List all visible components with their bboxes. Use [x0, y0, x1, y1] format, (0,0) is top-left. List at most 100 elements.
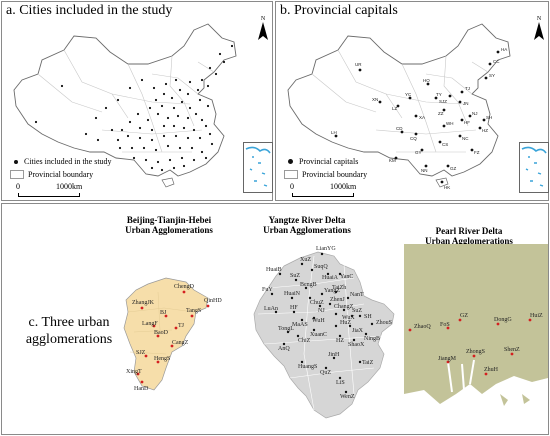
panel-b-scale-bar: 0 1000km [290, 182, 360, 198]
svg-text:ShenZ: ShenZ [504, 347, 520, 353]
svg-text:ZhaoQ: ZhaoQ [414, 324, 431, 330]
prd-heading-line-2: Urban Agglomerations [425, 236, 513, 246]
svg-text:TJ: TJ [465, 86, 470, 91]
svg-text:CD: CD [396, 126, 403, 131]
legend-city-dot-icon [14, 159, 18, 164]
panel-a-scale-bar: 0 1000km [16, 182, 86, 198]
svg-text:HK: HK [444, 185, 450, 190]
capital-labels: HA CC UR SY HO TJ YC XN LZ XA TY JN SJZ … [331, 47, 507, 190]
panel-b-legend: Provincial capitals Provincial boundary [284, 155, 367, 181]
legend-boundary-label-b: Provincial boundary [302, 170, 368, 179]
panel-b-china-map: HA CC UR SY HO TJ YC XN LZ XA TY JN SJZ … [287, 23, 511, 190]
svg-text:LianYG: LianYG [316, 246, 336, 252]
svg-text:NC: NC [462, 136, 469, 141]
svg-text:BaoD: BaoD [154, 330, 169, 336]
yrd-map: LianYG XuZ HuaiB SuqQ HuaiA YanC SuZ Ben… [253, 246, 395, 419]
svg-text:ZhenJ: ZhenJ [330, 297, 345, 303]
yrd-heading-line-2: Urban Agglomerations [263, 225, 351, 235]
svg-text:HengS: HengS [154, 356, 170, 362]
panel-b-capitals-map: b. Provincial capitals HA CC [275, 1, 549, 201]
svg-text:QuZ: QuZ [320, 370, 331, 376]
yrd-heading: Yangtze River Delta Urban Agglomerations [252, 215, 362, 235]
legend-row-boundary-b: Provincial boundary [284, 168, 367, 181]
svg-text:ChiZ: ChiZ [298, 338, 311, 344]
scale-km-label: 1000km [56, 182, 83, 191]
panel-a-cities-map: a. Cities included in the study [1, 1, 273, 201]
svg-text:NanT: NanT [350, 292, 364, 298]
svg-text:ZhongS: ZhongS [466, 349, 485, 355]
svg-text:WenZ: WenZ [340, 394, 355, 400]
svg-text:JiaX: JiaX [352, 328, 364, 334]
svg-text:FuY: FuY [262, 287, 273, 293]
svg-text:JinH: JinH [328, 352, 340, 358]
svg-text:HuaiB: HuaiB [266, 267, 282, 273]
scale-zero-label: 0 [16, 182, 20, 191]
svg-text:JN: JN [463, 101, 469, 106]
legend-row-cities: Cities included in the study [10, 155, 112, 168]
panel-b-south-china-sea-inset [519, 142, 549, 193]
legend-cities-label: Cities included in the study [24, 157, 112, 166]
svg-text:HuangS: HuangS [298, 364, 317, 370]
svg-text:SY: SY [489, 73, 495, 78]
svg-text:GY: GY [415, 150, 422, 155]
jjj-heading-line-1: Beijing-Tianjin-Hebei [126, 215, 212, 225]
svg-text:SH: SH [364, 314, 372, 320]
svg-text:FoS: FoS [440, 322, 450, 328]
svg-text:DongG: DongG [494, 317, 512, 323]
svg-text:ChangZ: ChangZ [334, 304, 354, 310]
svg-text:LiS: LiS [336, 380, 345, 386]
svg-text:SJZ: SJZ [136, 350, 146, 356]
svg-text:ZhuH: ZhuH [484, 367, 499, 373]
yrd-heading-line-1: Yangtze River Delta [268, 215, 346, 225]
svg-text:XingT: XingT [126, 369, 142, 375]
svg-text:HuiZ: HuiZ [530, 313, 543, 319]
svg-text:TongL: TongL [278, 326, 294, 332]
panel-c-urban-agglomerations: c. Three urban agglomerations Beijing-Ti… [1, 203, 549, 435]
prd-sea [404, 376, 548, 434]
svg-text:NJ: NJ [318, 308, 325, 314]
svg-text:YangZ: YangZ [324, 288, 340, 294]
svg-text:BengB: BengB [300, 282, 317, 288]
north-letter: N [260, 16, 266, 22]
svg-text:UR: UR [355, 62, 362, 67]
scale-zero-label-b: 0 [290, 182, 294, 191]
svg-text:SJZ: SJZ [439, 99, 447, 104]
svg-text:XN: XN [372, 97, 378, 102]
svg-text:HuaiA: HuaiA [322, 275, 339, 281]
panel-a-legend: Cities included in the study Provincial … [10, 155, 112, 181]
svg-text:YC: YC [405, 92, 412, 97]
svg-text:HF: HF [290, 305, 298, 311]
svg-text:NJ: NJ [472, 111, 478, 116]
svg-text:HZ: HZ [482, 128, 488, 133]
svg-text:ZhangJK: ZhangJK [132, 300, 155, 306]
legend-boundary-swatch-b [284, 170, 298, 179]
province-boundaries-b [311, 49, 489, 153]
svg-text:HF: HF [464, 120, 470, 125]
prd-heading: Pearl River Delta Urban Agglomerations [414, 226, 524, 246]
capital-dots [334, 50, 500, 184]
svg-text:HA: HA [501, 47, 507, 52]
legend-row-capitals: Provincial capitals [284, 155, 367, 168]
svg-text:AnQ: AnQ [278, 346, 290, 352]
svg-text:GZ: GZ [450, 166, 457, 171]
prd-map: ZhaoQ FoS GZ DongG HuiZ JiangM ZhongS Sh… [404, 244, 548, 434]
panel-b-north-arrow: N [532, 16, 546, 42]
svg-text:SuqQ: SuqQ [314, 264, 328, 270]
yrd-region [253, 251, 395, 419]
legend-boundary-label: Provincial boundary [28, 170, 94, 179]
svg-text:SuZ: SuZ [352, 308, 362, 314]
legend-boundary-swatch [10, 170, 24, 179]
svg-text:NingB: NingB [364, 336, 380, 342]
svg-text:ZhouS: ZhouS [376, 320, 392, 326]
svg-text:JiangM: JiangM [438, 356, 457, 362]
hainan-island [161, 177, 175, 188]
svg-text:XuanC: XuanC [310, 332, 327, 338]
svg-text:XA: XA [419, 115, 425, 120]
jjj-region [123, 277, 209, 391]
svg-text:TJ: TJ [178, 323, 185, 329]
svg-text:LH: LH [331, 130, 337, 135]
svg-text:HuZ: HuZ [340, 320, 351, 326]
svg-text:HO: HO [423, 78, 430, 83]
panel-a-north-arrow: N [256, 16, 270, 42]
svg-text:BJ: BJ [160, 310, 167, 316]
